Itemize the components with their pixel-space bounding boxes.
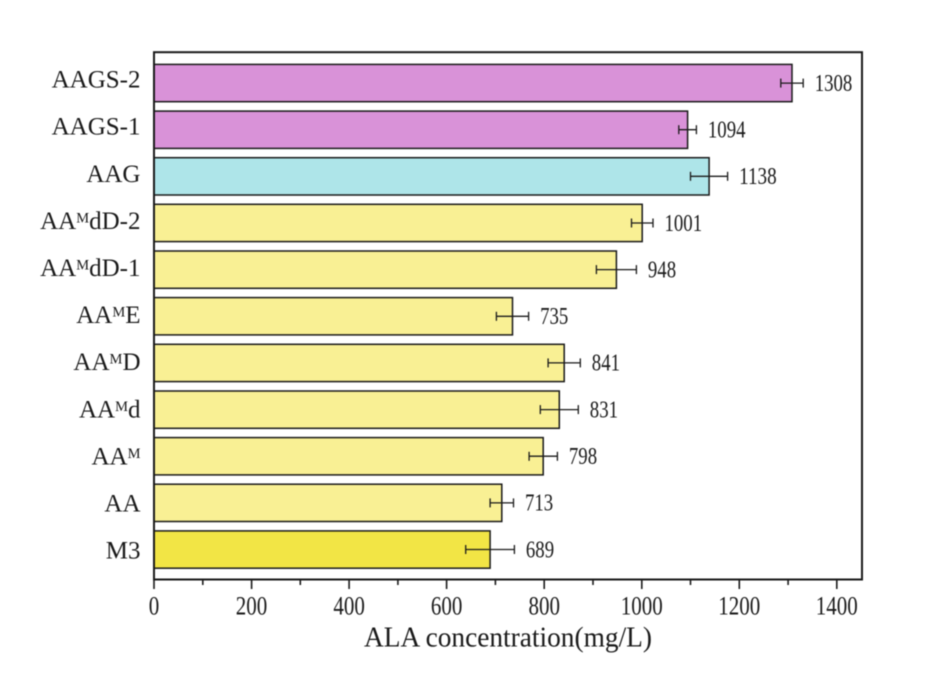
svg-text:ALA concentration(mg/L): ALA concentration(mg/L) — [364, 622, 652, 653]
svg-text:AAGS-1: AAGS-1 — [52, 114, 141, 141]
svg-text:1094: 1094 — [708, 117, 746, 144]
svg-text:AAMdD-2: AAMdD-2 — [40, 208, 140, 235]
svg-text:AAMd: AAMd — [79, 396, 141, 423]
svg-text:1138: 1138 — [739, 163, 777, 190]
svg-text:1001: 1001 — [665, 210, 703, 237]
svg-text:200: 200 — [236, 592, 267, 621]
svg-text:M3: M3 — [106, 538, 141, 565]
svg-text:AAME: AAME — [76, 302, 140, 329]
svg-text:1400: 1400 — [816, 592, 858, 621]
svg-text:713: 713 — [525, 490, 553, 517]
svg-text:841: 841 — [592, 350, 620, 377]
svg-text:600: 600 — [431, 592, 463, 621]
svg-text:735: 735 — [540, 303, 568, 330]
svg-text:0: 0 — [149, 592, 160, 621]
svg-text:689: 689 — [526, 536, 554, 563]
svg-text:1000: 1000 — [621, 592, 663, 621]
svg-text:800: 800 — [529, 592, 561, 621]
svg-text:948: 948 — [648, 256, 676, 283]
svg-text:AAG: AAG — [86, 161, 140, 188]
svg-text:AAGS-2: AAGS-2 — [52, 67, 141, 94]
svg-text:1308: 1308 — [815, 70, 853, 97]
svg-text:831: 831 — [590, 396, 618, 423]
svg-text:AAMdD-1: AAMdD-1 — [40, 255, 140, 282]
svg-text:AA: AA — [104, 491, 140, 518]
svg-text:400: 400 — [333, 592, 365, 621]
svg-text:1200: 1200 — [718, 592, 760, 621]
svg-text:798: 798 — [569, 443, 597, 470]
svg-text:AAMD: AAMD — [73, 349, 140, 376]
